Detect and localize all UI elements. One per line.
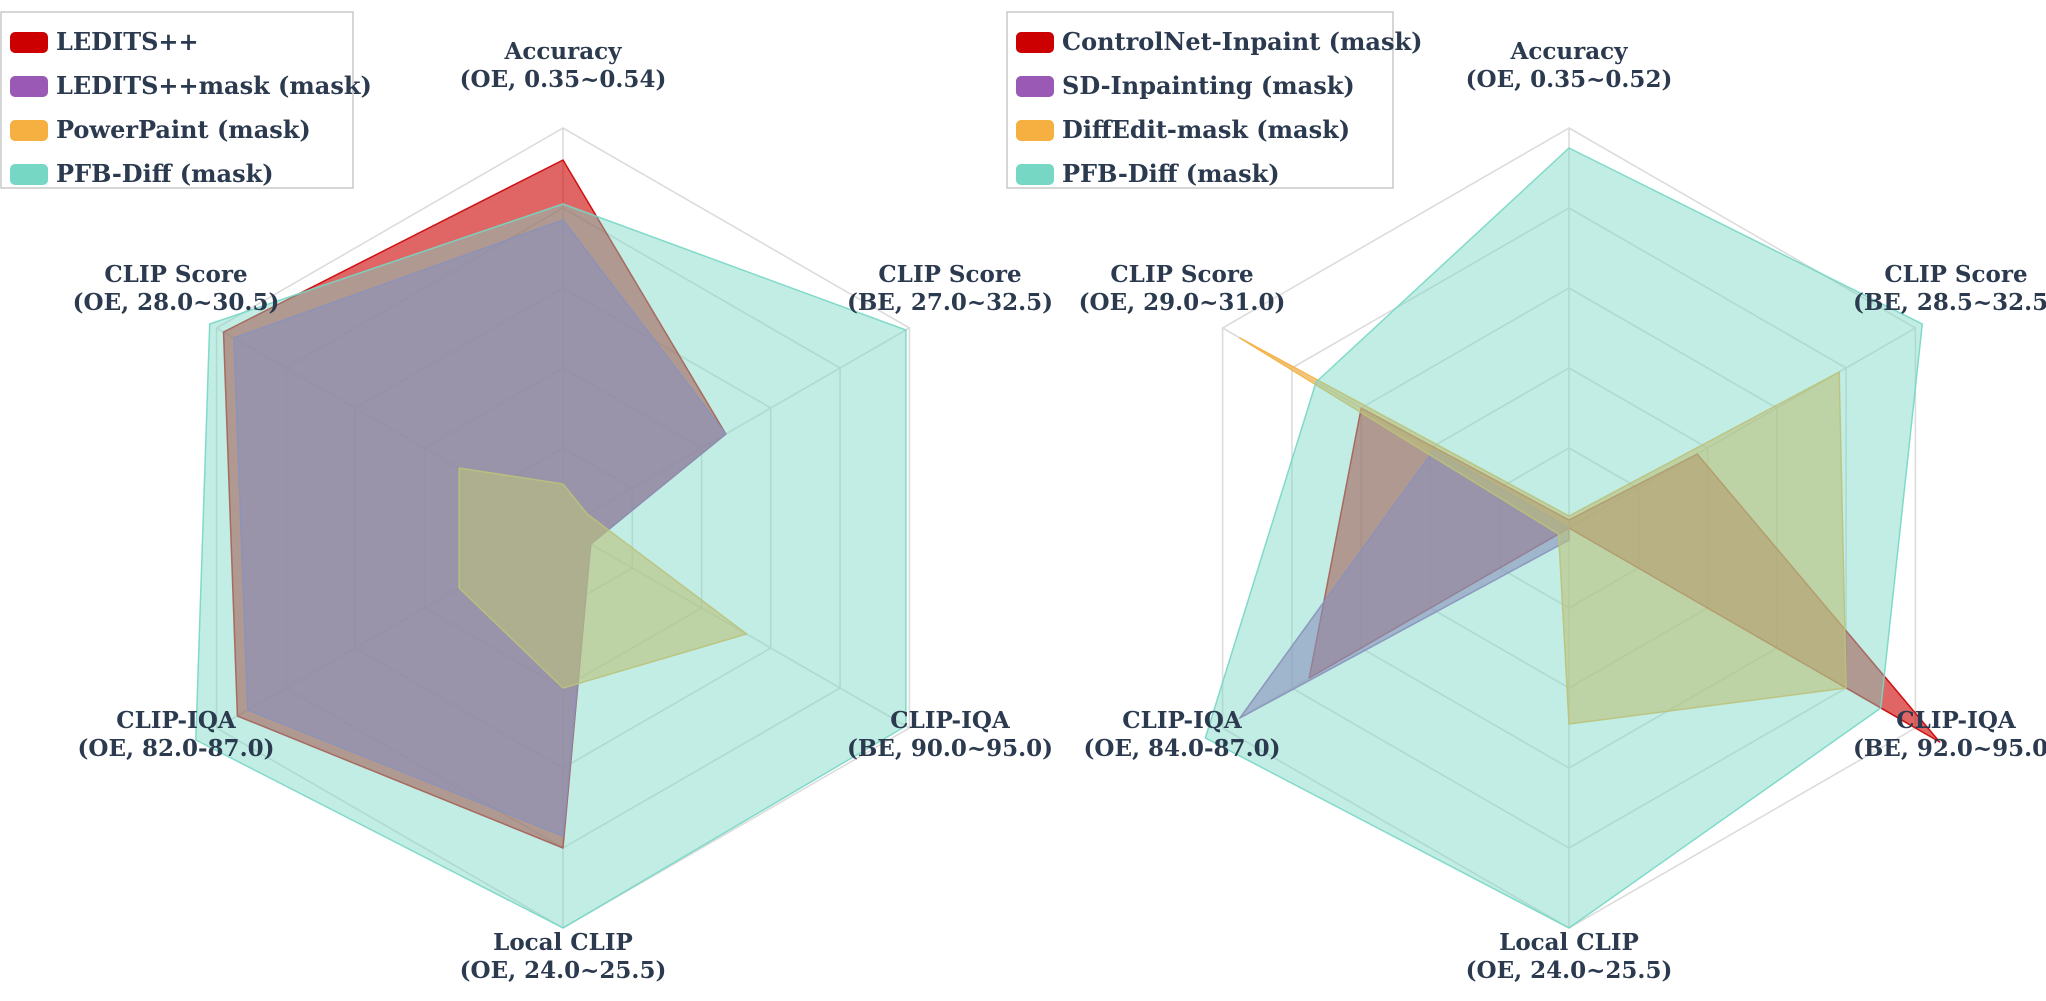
- axis-labels: Accuracy(OE, 0.35~0.54)CLIP Score(BE, 27…: [73, 38, 1053, 984]
- legend-swatch: [10, 76, 48, 97]
- legend-entry: PowerPaint (mask): [56, 115, 311, 144]
- axis-label-range: (BE, 27.0~32.5): [847, 289, 1053, 316]
- legend: LEDITS++ LEDITS++mask (mask) PowerPaint (m…: [0, 11, 372, 189]
- axis-label-title: Accuracy: [1510, 38, 1629, 65]
- axis-label-title: CLIP-IQA: [1122, 707, 1243, 734]
- axis-label-range: (OE, 24.0~25.5): [1466, 957, 1673, 984]
- legend-box: [1006, 11, 1394, 189]
- radar-series-1-3: [1204, 147, 1924, 929]
- axis-label-title: CLIP Score: [1110, 261, 1253, 288]
- legend-swatch: [1016, 120, 1054, 141]
- axis-label-title: CLIP Score: [104, 261, 247, 288]
- axis-label-range: (BE, 28.5~32.5): [1853, 289, 2046, 316]
- axis-label-range: (OE, 24.0~25.5): [460, 957, 667, 984]
- legend-swatch: [10, 32, 48, 53]
- axis-labels: Accuracy(OE, 0.35~0.52)CLIP Score(BE, 28…: [1079, 38, 2046, 984]
- radar-series-group: [1204, 147, 1941, 929]
- radar-chart-left: Accuracy(OE, 0.35~0.54)CLIP Score(BE, 27…: [0, 11, 1053, 984]
- axis-label-title: Local CLIP: [493, 929, 633, 956]
- legend-entry: SD-Inpainting (mask): [1062, 71, 1355, 100]
- legend-swatch: [1016, 164, 1054, 185]
- radar-series-group: [195, 159, 907, 929]
- axis-label-range: (OE, 0.35~0.52): [1466, 66, 1673, 93]
- legend-entry: PFB-Diff (mask): [1062, 159, 1280, 188]
- axis-label-title: CLIP-IQA: [1896, 707, 2017, 734]
- radar-series-0-3: [195, 203, 907, 929]
- axis-label-range: (BE, 92.0~95.0): [1853, 735, 2046, 762]
- legend-swatch: [10, 164, 48, 185]
- axis-label-range: (OE, 82.0-87.0): [78, 735, 275, 762]
- legend-entry: DiffEdit-mask (mask): [1062, 115, 1350, 144]
- legend-entry: PFB-Diff (mask): [56, 159, 274, 188]
- legend-box: [0, 11, 354, 189]
- axis-label-range: (OE, 0.35~0.54): [460, 66, 667, 93]
- axis-label-title: Local CLIP: [1499, 929, 1639, 956]
- legend-swatch: [1016, 76, 1054, 97]
- axis-label-title: CLIP Score: [1884, 261, 2027, 288]
- legend-entry: ControlNet-Inpaint (mask): [1062, 27, 1422, 56]
- legend-swatch: [10, 120, 48, 141]
- radar-series-1-2: [1239, 337, 1847, 725]
- legend: ControlNet-Inpaint (mask) SD-Inpainting (…: [1006, 11, 1422, 189]
- axis-label-range: (OE, 84.0-87.0): [1084, 735, 1281, 762]
- legend-entry: LEDITS++mask (mask): [56, 71, 372, 100]
- axis-label-range: (OE, 28.0~30.5): [73, 289, 280, 316]
- axis-label-range: (OE, 29.0~31.0): [1079, 289, 1286, 316]
- radar-series-0-2: [458, 467, 748, 689]
- legend-entry: LEDITS++: [56, 27, 199, 56]
- legend-swatch: [1016, 32, 1054, 53]
- axis-label-title: CLIP Score: [878, 261, 1021, 288]
- axis-label-range: (BE, 90.0~95.0): [847, 735, 1053, 762]
- axis-label-title: CLIP-IQA: [116, 707, 237, 734]
- radar-chart-right: Accuracy(OE, 0.35~0.52)CLIP Score(BE, 28…: [1006, 11, 2046, 984]
- axis-label-title: CLIP-IQA: [890, 707, 1011, 734]
- axis-label-title: Accuracy: [504, 38, 623, 65]
